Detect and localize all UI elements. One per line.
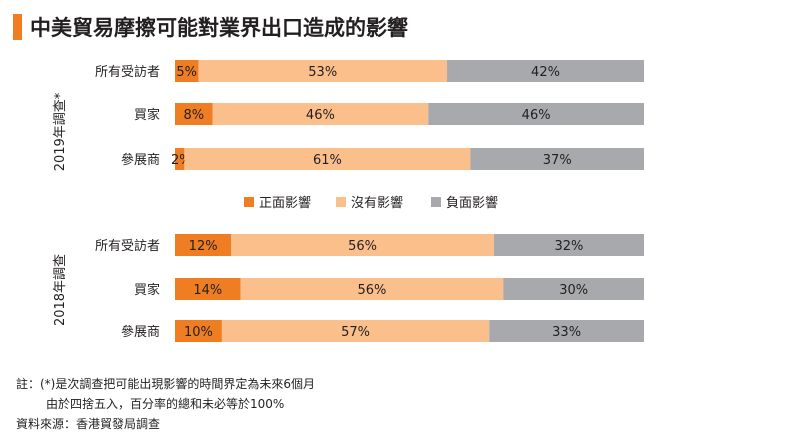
data-label: 53%: [308, 65, 337, 80]
bar-segment-negative: [470, 148, 644, 170]
bar-segment-none: [240, 278, 504, 300]
footnote-2: 由於四捨五入，百分率的總和未必等於100%: [46, 397, 285, 411]
data-label: 12%: [189, 239, 218, 254]
data-label: 8%: [183, 108, 204, 123]
data-label: 56%: [358, 283, 387, 298]
title-accent-bar: [13, 14, 22, 40]
bar-segment-negative: [503, 278, 644, 300]
category-label: 買家: [134, 107, 160, 123]
footnotes: 註：(*)是次調查把可能出現影響的時間界定為未來6個月 由於四捨五入，百分率的總…: [16, 374, 315, 434]
data-label: 37%: [543, 153, 572, 168]
bar-segment-positive: [175, 234, 232, 256]
category-label: 所有受訪者: [95, 238, 160, 254]
data-label: 42%: [531, 65, 560, 80]
bar-segment-negative: [447, 60, 644, 82]
data-label: 56%: [348, 239, 377, 254]
data-label: 57%: [341, 325, 370, 340]
bar-segment-negative: [493, 234, 644, 256]
data-label: 10%: [184, 325, 213, 340]
legend-label: 負面影響: [446, 195, 498, 211]
group-label: 2019年調查*: [53, 92, 68, 171]
bar-segment-negative: [489, 320, 644, 342]
source-note: 資料來源：香港貿發局調查: [16, 417, 161, 431]
data-label: 14%: [193, 283, 222, 298]
legend-label: 正面影響: [259, 195, 311, 211]
category-label: 所有受訪者: [95, 64, 160, 80]
bar-segment-positive: [175, 278, 241, 300]
footnote-1: 註：(*)是次調查把可能出現影響的時間界定為未來6個月: [16, 377, 316, 391]
bar-segment-none: [198, 60, 448, 82]
group-label: 2018年調查: [53, 254, 68, 326]
bar-segment-positive: [175, 320, 222, 342]
data-label: 30%: [559, 283, 588, 298]
data-label: 5%: [176, 65, 197, 80]
bar-segment-positive: [175, 60, 199, 82]
bar-segment-positive: [175, 103, 213, 125]
bar-segment-none: [212, 103, 429, 125]
chart-title: 中美貿易摩擦可能對業界出口造成的影響: [30, 16, 408, 40]
legend-label: 沒有影響: [351, 195, 403, 211]
data-label: 46%: [522, 108, 551, 123]
bar-segment-none: [184, 148, 471, 170]
stacked-bar-chart: 2019年調查*所有受訪者 5% 53% 42%買家 8% 46% 46%參展商 2% 61% 3…: [53, 60, 644, 342]
bar-segment-none: [221, 320, 490, 342]
data-label: 46%: [306, 108, 335, 123]
legend-swatch-positive: [244, 197, 254, 207]
bar-segment-negative: [428, 103, 644, 125]
data-label: 32%: [555, 239, 584, 254]
legend-swatch-none: [336, 197, 346, 207]
category-label: 參展商: [121, 153, 160, 168]
bar-segment-none: [231, 234, 494, 256]
legend-swatch-negative: [431, 197, 441, 207]
data-label: 61%: [313, 153, 342, 168]
category-label: 買家: [134, 282, 160, 298]
data-label: 33%: [552, 325, 581, 340]
category-label: 參展商: [121, 325, 160, 340]
bar-segment-positive: [175, 148, 185, 170]
